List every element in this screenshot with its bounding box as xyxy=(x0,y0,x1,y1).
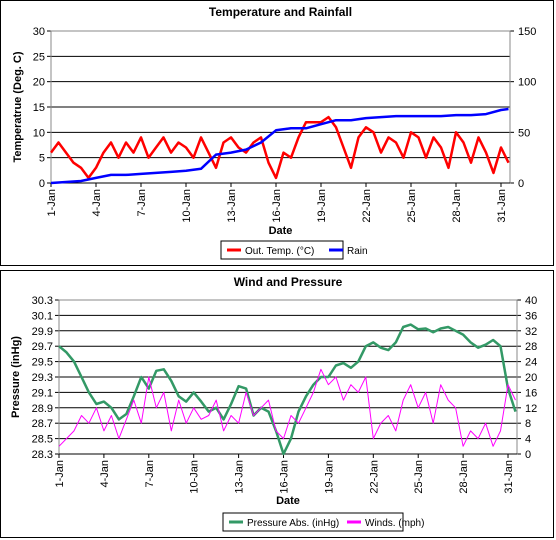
y2-tick-label: 0 xyxy=(518,178,524,190)
y-tick-label: 0 xyxy=(39,178,45,190)
y-tick-label: 28.9 xyxy=(32,403,53,415)
legend-label-0: Pressure Abs. (inHg) xyxy=(247,518,339,529)
x-tick-label: 25-Jan xyxy=(406,189,418,223)
x-tick-label: 31-Jan xyxy=(496,189,508,223)
x-tick-label: 22-Jan xyxy=(368,460,380,494)
x-tick-label: 28-Jan xyxy=(451,189,463,223)
y-tick-label: 15 xyxy=(33,102,45,114)
y2-tick-label: 0 xyxy=(525,449,531,461)
y2-tick-label: 4 xyxy=(525,434,531,446)
chart-title: Wind and Pressure xyxy=(234,275,343,289)
y-tick-label: 30 xyxy=(33,26,45,38)
y2-tick-label: 28 xyxy=(525,341,537,353)
y-tick-label: 5 xyxy=(39,153,45,165)
x-tick-label: 19-Jan xyxy=(316,189,328,223)
series-line-1 xyxy=(58,368,516,447)
x-tick-label: 25-Jan xyxy=(413,460,425,494)
x-tick-label: 10-Jan xyxy=(189,460,201,494)
series-line-0 xyxy=(58,323,517,456)
x-tick-label: 7-Jan xyxy=(144,460,156,488)
y-tick-label: 29.1 xyxy=(32,387,53,399)
x-tick-label: 4-Jan xyxy=(99,460,111,488)
y-tick-label: 30.1 xyxy=(32,310,53,322)
y2-tick-label: 40 xyxy=(525,295,537,307)
series-line-1 xyxy=(50,107,509,185)
y-tick-label: 20 xyxy=(33,77,45,89)
x-tick-label: 1-Jan xyxy=(54,460,66,488)
y2-tick-label: 8 xyxy=(525,418,531,430)
y-tick-label: 28.7 xyxy=(32,418,53,430)
y-tick-label: 29.5 xyxy=(32,357,53,369)
x-tick-label: 31-Jan xyxy=(503,460,515,494)
chart-title: Temperature and Rainfall xyxy=(209,5,352,19)
x-tick-label: 22-Jan xyxy=(361,189,373,223)
y2-tick-label: 100 xyxy=(518,77,536,89)
legend-label-1: Winds. (mph) xyxy=(365,518,424,529)
legend-label-1: Rain xyxy=(347,246,368,257)
y2-tick-label: 12 xyxy=(525,403,537,415)
y-tick-label: 10 xyxy=(33,127,45,139)
x-tick-label: 16-Jan xyxy=(271,189,283,223)
y2-tick-label: 36 xyxy=(525,310,537,322)
x-tick-label: 1-Jan xyxy=(46,189,58,217)
wind-pressure-chart: Wind and Pressure 28.3 28.5 28.7 28.9 29.1 29.… xyxy=(0,270,554,538)
y-tick-label: 25 xyxy=(33,51,45,63)
x-tick-label: 13-Jan xyxy=(226,189,238,223)
y-tick-label: 29.9 xyxy=(32,326,53,338)
y-tick-label: 28.3 xyxy=(32,449,53,461)
y-axis-title: Pressure (inHg) xyxy=(10,336,22,418)
y2-tick-label: 32 xyxy=(525,326,537,338)
x-tick-label: 19-Jan xyxy=(323,460,335,494)
x-tick-label: 13-Jan xyxy=(234,460,246,494)
x-tick-label: 28-Jan xyxy=(458,460,470,494)
x-axis-title: Date xyxy=(269,225,293,237)
wind-pressure-svg: Wind and Pressure 28.3 28.5 28.7 28.9 29.1 29.… xyxy=(10,275,537,532)
y-tick-label: 29.7 xyxy=(32,341,53,353)
legend-box xyxy=(222,512,404,532)
temperature-rainfall-svg: Temperature and Rainfall 0 5 10 15 20 25 30 0 50 1… xyxy=(12,5,536,260)
y-tick-label: 30.3 xyxy=(32,295,53,307)
temperature-rainfall-chart: Temperature and Rainfall 0 5 10 15 20 25 30 0 50 1… xyxy=(0,0,554,266)
y-tick-label: 29.3 xyxy=(32,372,53,384)
y2-tick-label: 16 xyxy=(525,387,537,399)
y2-tick-label: 20 xyxy=(525,372,537,384)
x-tick-label: 7-Jan xyxy=(136,189,148,217)
x-axis-title: Date xyxy=(276,495,300,507)
y-axis-title: Temperatrue (Deg. C) xyxy=(12,51,24,162)
y2-tick-label: 150 xyxy=(518,26,536,38)
legend-label-0: Out. Temp. (°C) xyxy=(245,246,314,257)
x-tick-label: 10-Jan xyxy=(181,189,193,223)
y2-tick-label: 24 xyxy=(525,357,537,369)
x-tick-label: 16-Jan xyxy=(279,460,291,494)
y2-tick-label: 50 xyxy=(518,127,530,139)
y-tick-label: 28.5 xyxy=(32,434,53,446)
x-tick-label: 4-Jan xyxy=(91,189,103,217)
series-line-0 xyxy=(49,115,510,180)
